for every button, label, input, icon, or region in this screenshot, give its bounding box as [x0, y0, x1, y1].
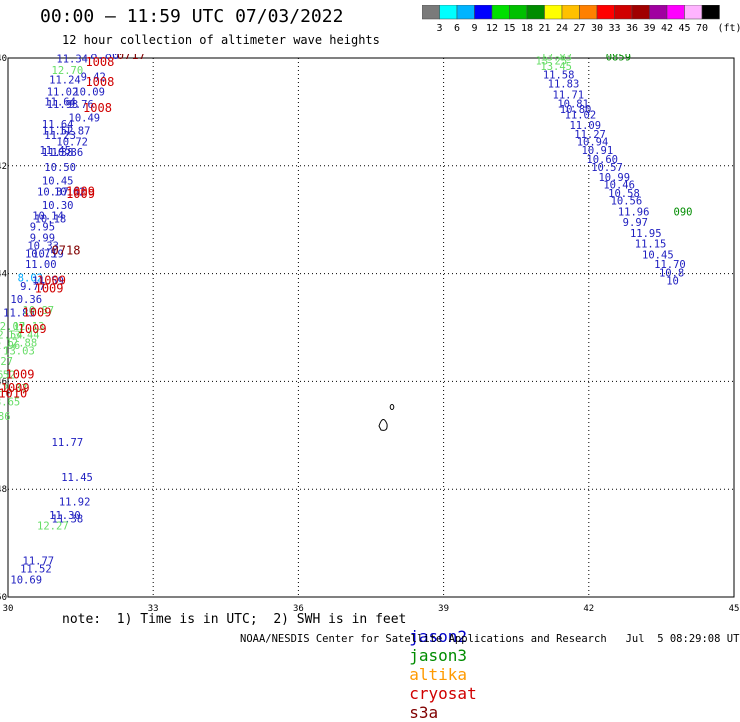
- y-tick-label: -40: [0, 54, 7, 64]
- sat-s3a: s3a: [409, 703, 438, 722]
- time-label: 1010: [0, 387, 27, 401]
- x-tick-label: 45: [729, 604, 740, 614]
- time-label: 1009: [18, 322, 47, 336]
- time-label: 1009: [66, 187, 95, 201]
- footnote: note: 1) Time is in UTC; 2) SWH is in fe…: [62, 612, 406, 627]
- time-label: 1009: [6, 368, 35, 382]
- time-label: 1008: [85, 55, 114, 69]
- swh-value: 10: [666, 275, 679, 287]
- swh-value: 11.34: [56, 53, 88, 65]
- swh-value: 10.69: [10, 575, 42, 587]
- map-plot: 303336394245-40-42-44-46-48-5011.3412.70…: [0, 0, 740, 650]
- island-outline: [379, 419, 387, 430]
- map-frame: [8, 58, 734, 597]
- swh-value: 10.18: [35, 213, 67, 225]
- time-label: 1008: [85, 75, 114, 89]
- swh-value: 10.50: [44, 162, 76, 174]
- time-label: 0717: [117, 48, 146, 62]
- credit-line: NOAA/NESDIS Center for Satellite Applica…: [240, 633, 740, 645]
- swh-value: 11.45: [61, 472, 93, 484]
- x-tick-label: 30: [3, 604, 14, 614]
- swh-value: 11.24: [49, 74, 81, 86]
- y-tick-label: -48: [0, 485, 7, 495]
- y-tick-label: -44: [0, 270, 7, 280]
- sat-cryosat: cryosat: [409, 684, 476, 703]
- time-label: 1008: [83, 101, 112, 115]
- swh-value: 12.12: [0, 626, 3, 638]
- swh-value: 12.27: [37, 521, 69, 533]
- swh-value: 11.92: [59, 496, 91, 508]
- y-tick-label: -50: [0, 593, 7, 603]
- swh-value: 0859: [606, 52, 631, 64]
- swh-value: 11.77: [52, 437, 84, 449]
- time-label: 1009: [23, 306, 52, 320]
- time-label: 1009: [35, 281, 64, 295]
- sat-jason3: jason3: [409, 646, 467, 665]
- island-outline: [390, 405, 394, 410]
- swh-value: 10.86: [52, 147, 84, 159]
- time-label: 0718: [52, 244, 81, 258]
- swh-value: 090: [674, 206, 693, 218]
- x-tick-label: 42: [583, 604, 594, 614]
- swh-value: 14.27: [0, 356, 13, 368]
- swh-value: 12.05: [0, 618, 6, 630]
- satellite-legend: jason2 jason3 altika cryosat s3a: [390, 608, 485, 722]
- swh-value: 11.00: [25, 259, 57, 271]
- swh-value: 13.03: [3, 345, 35, 357]
- y-tick-label: -42: [0, 162, 7, 172]
- swh-value: 12.86: [0, 411, 11, 423]
- sat-altika: altika: [409, 665, 467, 684]
